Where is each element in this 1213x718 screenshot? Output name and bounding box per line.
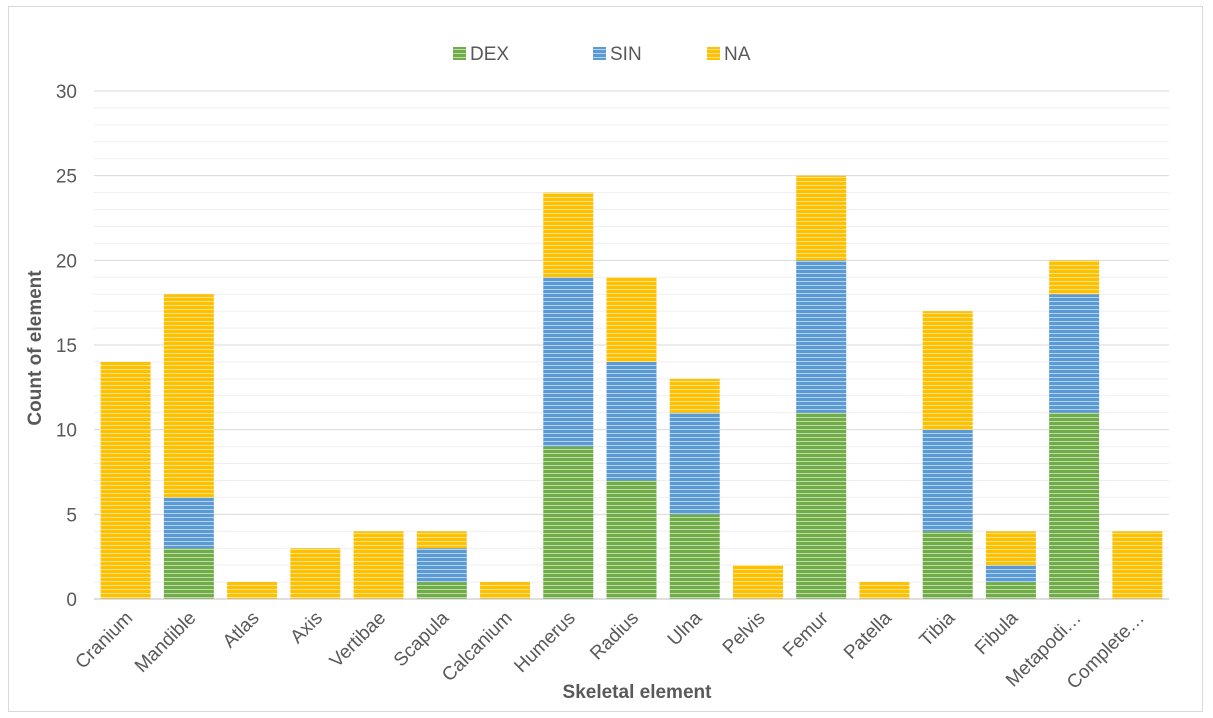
bar-sin-14 (985, 565, 1036, 583)
x-tick-label: Tibia (916, 607, 960, 651)
x-axis-title: Skeletal element (563, 682, 713, 703)
bar-dex-5 (416, 582, 467, 599)
chart-area: 0 5 10 15 20 25 30 Cranium Mandible Atlas Axis Vert… (8, 6, 1203, 712)
bar-dex-14 (985, 582, 1036, 599)
x-tick-label: Scapula (390, 607, 454, 671)
legend-item-dex: DEX (453, 44, 509, 65)
x-tick-label: Atlas (219, 608, 264, 653)
legend-label: SIN (610, 44, 642, 65)
bar-na-3 (290, 548, 341, 599)
bar-dex-13 (922, 531, 973, 599)
bar-na-8 (606, 277, 657, 362)
bar-na-1 (163, 294, 214, 498)
bar-na-9 (669, 378, 720, 413)
legend-swatch (707, 47, 720, 60)
x-tick-label: Mandible (131, 608, 200, 677)
y-tick-label: 25 (56, 167, 77, 188)
bar-na-11 (796, 175, 847, 261)
x-tick-label: Ulna (664, 607, 707, 650)
x-tick-label: Femur (779, 607, 833, 661)
legend-item-na: NA (707, 44, 751, 65)
bar-na-14 (985, 531, 1036, 566)
legend-label: DEX (470, 44, 509, 65)
x-tick-label: Patella (840, 607, 896, 663)
bar-na-13 (922, 311, 973, 430)
bar-dex-9 (669, 514, 720, 599)
bar-sin-13 (922, 429, 973, 532)
bar-dex-7 (543, 446, 594, 599)
x-tick-label: Fibula (971, 607, 1023, 659)
bar-sin-7 (543, 277, 594, 447)
bar-dex-1 (163, 548, 214, 599)
bars (100, 175, 1163, 599)
x-tick-label: Humerus (510, 608, 579, 677)
x-tick-label: Pelvis (719, 608, 770, 659)
bar-na-10 (732, 565, 783, 599)
bar-sin-9 (669, 412, 720, 515)
bar-na-2 (227, 582, 278, 599)
bar-na-4 (353, 531, 404, 599)
legend-label: NA (724, 44, 751, 65)
bar-na-16 (1112, 531, 1163, 599)
bar-na-12 (859, 582, 910, 599)
bar-sin-1 (163, 497, 214, 549)
bar-sin-5 (416, 548, 467, 583)
x-tick-label: Radius (586, 608, 643, 665)
bar-sin-15 (1049, 294, 1100, 413)
y-axis-title: Count of element (25, 270, 46, 426)
bar-dex-15 (1049, 412, 1100, 599)
y-tick-label: 5 (66, 505, 77, 526)
y-tick-label: 30 (56, 82, 77, 103)
bar-sin-8 (606, 361, 657, 481)
x-tick-label: Axis (287, 608, 327, 648)
y-tick-label: 10 (56, 421, 77, 442)
bar-dex-11 (796, 412, 847, 599)
bar-na-0 (100, 361, 151, 599)
bar-dex-8 (606, 480, 657, 599)
x-tick-label: Cranium (72, 608, 138, 674)
legend: DEX SIN NA (453, 44, 751, 65)
x-tick-label: Vertibae (326, 608, 390, 672)
bar-na-6 (480, 582, 531, 599)
bar-sin-11 (796, 260, 847, 413)
y-tick-label: 15 (56, 336, 77, 357)
y-tick-label: 20 (56, 251, 77, 272)
y-tick-label: 0 (66, 590, 77, 611)
legend-item-sin: SIN (593, 44, 642, 65)
bar-na-15 (1049, 260, 1100, 295)
legend-swatch (453, 47, 466, 60)
bar-na-7 (543, 192, 594, 278)
legend-swatch (593, 47, 606, 60)
bar-na-5 (416, 531, 467, 549)
